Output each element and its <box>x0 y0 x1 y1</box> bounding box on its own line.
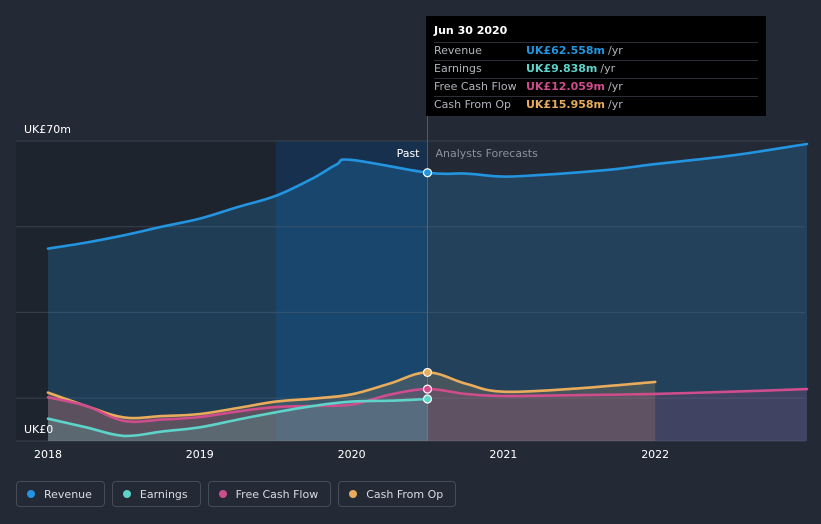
cash-from-op-marker <box>422 367 433 378</box>
forecast-label: Analysts Forecasts <box>436 147 539 160</box>
legend-item-earnings[interactable]: Earnings <box>111 481 201 507</box>
x-tick-label-2021: 2021 <box>489 448 517 461</box>
tooltip-value: UK£15.958m <box>526 98 606 111</box>
x-tick-label-2022: 2022 <box>641 448 669 461</box>
legend-label: Cash From Op <box>366 487 444 501</box>
tooltip-unit: /yr <box>608 44 623 57</box>
past-label: Past <box>397 147 421 160</box>
tooltip-value: UK£62.558m <box>526 44 606 57</box>
x-tick-label-2020: 2020 <box>338 448 366 461</box>
tooltip-label: Cash From Op <box>434 98 512 111</box>
legend-dot-icon <box>27 490 35 498</box>
tooltip-row-earnings: Earnings UK£9.838m /yr <box>434 60 758 78</box>
revenue-line <box>46 142 809 250</box>
x-tick-label-2019: 2019 <box>186 448 214 461</box>
tooltip-label: Free Cash Flow <box>434 80 517 93</box>
tooltip-label: Earnings <box>434 62 482 75</box>
tooltip-unit: /yr <box>608 80 623 93</box>
tooltip-value: UK£9.838m <box>526 62 598 75</box>
x-tick-label-2018: 2018 <box>34 448 62 461</box>
legend-item-revenue[interactable]: Revenue <box>16 481 105 507</box>
legend-item-free-cash-flow[interactable]: Free Cash Flow <box>207 481 332 507</box>
cash-from-op-line <box>46 371 657 420</box>
legend-item-cash-from-op[interactable]: Cash From Op <box>338 481 457 507</box>
tooltip-row-cash-from-op: Cash From Op UK£15.958m /yr <box>434 96 758 114</box>
tooltip-row-revenue: Revenue UK£62.558m /yr <box>434 42 758 60</box>
free-cash-flow-area <box>48 389 807 441</box>
tooltip-row-free-cash-flow: Free Cash Flow UK£12.059m /yr <box>434 78 758 96</box>
legend-dot-icon <box>218 490 227 498</box>
legend-dot-icon <box>122 490 131 498</box>
free-cash-flow-marker <box>422 384 433 394</box>
earnings-marker <box>422 394 433 404</box>
chart-legend: Revenue Earnings Free Cash Flow Cash Fro… <box>16 481 457 507</box>
y-axis-max-label: UK£70m <box>24 123 71 136</box>
tooltip-unit: /yr <box>608 98 623 111</box>
revenue-area <box>48 144 807 441</box>
tooltip-value: UK£12.059m <box>526 80 606 93</box>
tooltip-date: Jun 30 2020 <box>434 24 508 37</box>
cash-from-op-area <box>48 372 656 441</box>
revenue-marker <box>422 168 433 178</box>
legend-dot-icon <box>349 490 358 498</box>
legend-label: Revenue <box>44 487 92 501</box>
legend-label: Earnings <box>139 487 188 501</box>
earnings-line <box>46 397 429 438</box>
tooltip-unit: /yr <box>600 62 616 75</box>
free-cash-flow-line <box>46 387 809 424</box>
tooltip-label: Revenue <box>434 44 482 57</box>
legend-label: Free Cash Flow <box>235 487 319 501</box>
data-tooltip: Jun 30 2020 Revenue UK£62.558m /yr Earni… <box>426 16 766 116</box>
y-axis-min-label: UK£0 <box>24 423 53 436</box>
